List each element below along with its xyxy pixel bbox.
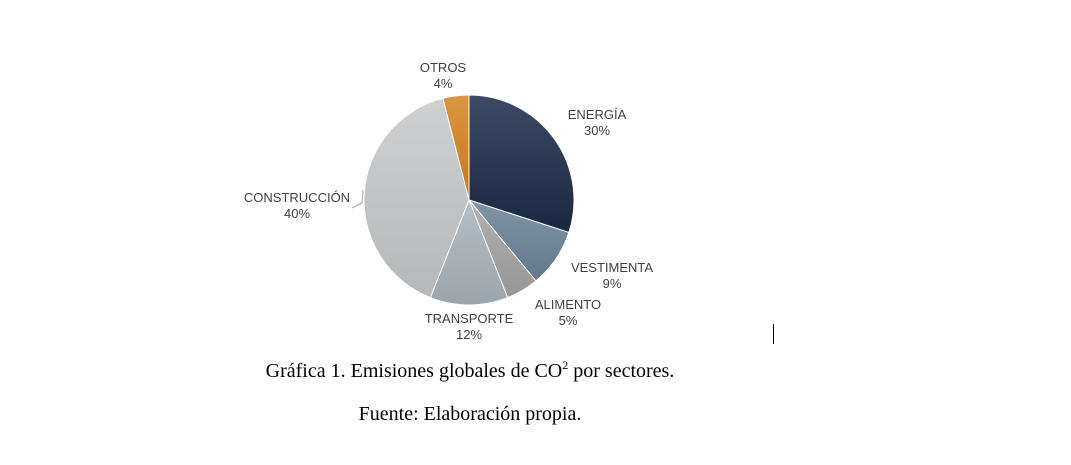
slice-value-alimento: 5% (559, 313, 578, 328)
text-cursor (773, 324, 774, 344)
pie-slice-transporte (429, 198, 509, 306)
chart-source: Fuente: Elaboración propia. (358, 403, 582, 425)
slice-label-construcción: CONSTRUCCIÓN (244, 190, 350, 205)
slice-label-transporte: TRANSPORTE (425, 311, 514, 326)
caption-suffix: por sectores. (568, 360, 675, 382)
caption-prefix: Gráfica 1. Emisiones globales de CO (265, 360, 563, 382)
slice-label-energía: ENERGÍA (568, 107, 627, 122)
pie-chart: ENERGÍA 30% VESTIMENTA 9% ALIMENTO 5% TRANSPOR… (244, 60, 653, 342)
slice-value-transporte: 12% (456, 327, 482, 342)
leader-line-construcción (351, 189, 364, 209)
pie-slice-otros (442, 94, 470, 201)
caption-superscript: 2 (562, 358, 569, 372)
slice-value-otros: 4% (434, 76, 453, 91)
pie-slice-energía (468, 94, 575, 234)
slice-label-vestimenta: VESTIMENTA (571, 260, 653, 275)
slice-value-vestimenta: 9% (603, 276, 622, 291)
slice-value-construcción: 40% (284, 206, 310, 221)
chart-caption: Gráfica 1. Emisiones globales de CO2 por… (0, 358, 940, 383)
slice-label-alimento: ALIMENTO (535, 297, 601, 312)
pie-slice-construcción (363, 97, 470, 299)
slice-value-energía: 30% (584, 123, 610, 138)
slice-label-otros: OTROS (420, 60, 467, 75)
